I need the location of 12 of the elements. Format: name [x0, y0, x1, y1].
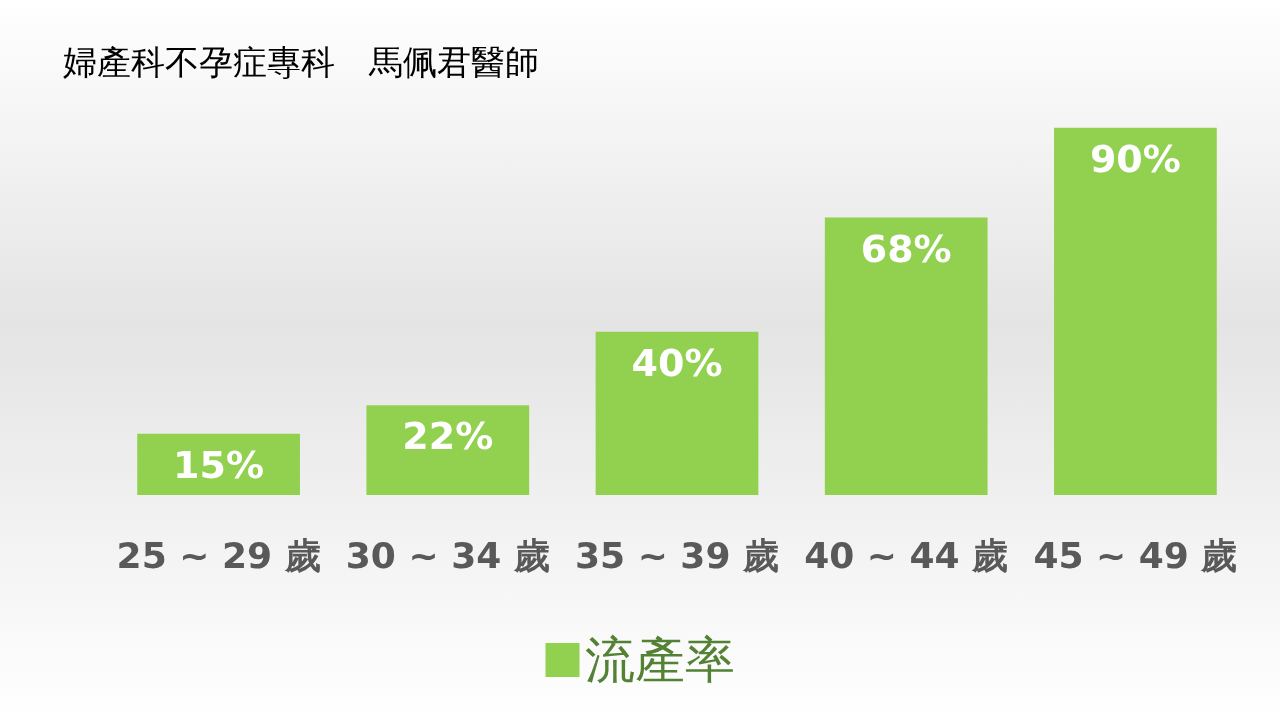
- data-label: 15%: [173, 442, 265, 487]
- x-tick-label: 35 ~ 39 歲: [575, 534, 779, 576]
- chart-title: 婦產科不孕症專科 馬佩君醫師: [63, 42, 539, 82]
- data-label: 90%: [1089, 136, 1181, 181]
- data-label: 22%: [402, 414, 494, 459]
- legend-label: 流產率: [584, 631, 735, 689]
- x-tick-label: 25 ~ 29 歲: [116, 534, 321, 576]
- x-tick-label: 30 ~ 34 歲: [345, 534, 550, 576]
- data-label: 68%: [860, 226, 952, 271]
- x-tick-label: 45 ~ 49 歲: [1033, 534, 1238, 576]
- data-label: 40%: [631, 340, 723, 385]
- x-tick-label: 40 ~ 44 歲: [804, 534, 1009, 576]
